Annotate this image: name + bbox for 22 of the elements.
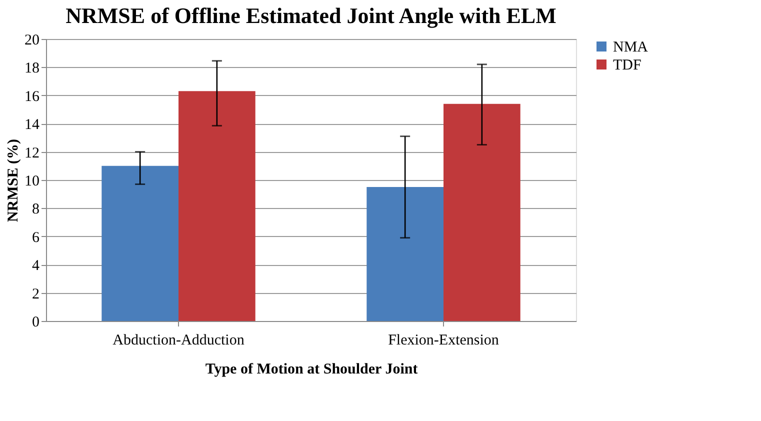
y-tick-label: 16 xyxy=(24,88,40,105)
y-axis-title: NRMSE (%) xyxy=(6,139,22,222)
bar xyxy=(366,187,444,321)
x-tick-label: Abduction-Adduction xyxy=(112,332,245,348)
bar xyxy=(444,104,520,321)
y-tick-label: 8 xyxy=(32,202,40,218)
y-tick-label: 14 xyxy=(24,117,40,134)
x-tick-label: Flexion-Extension xyxy=(388,332,500,348)
chart-title: NRMSE of Offline Estimated Joint Angle with ELM xyxy=(66,3,557,28)
legend-label: NMA xyxy=(613,40,648,56)
y-tick-label: 18 xyxy=(24,60,40,77)
y-tick-label: 12 xyxy=(24,145,40,162)
y-tick-label: 4 xyxy=(32,258,40,274)
y-tick-label: 6 xyxy=(32,230,40,246)
y-tick-label: 0 xyxy=(32,314,40,330)
y-tick-label: 10 xyxy=(24,174,40,190)
legend-label: TDF xyxy=(613,58,642,74)
bar xyxy=(102,166,178,321)
y-tick-label: 2 xyxy=(32,286,40,302)
x-axis-title: Type of Motion at Shoulder Joint xyxy=(205,362,418,378)
y-tick-label: 20 xyxy=(24,32,40,48)
bar xyxy=(178,91,256,321)
